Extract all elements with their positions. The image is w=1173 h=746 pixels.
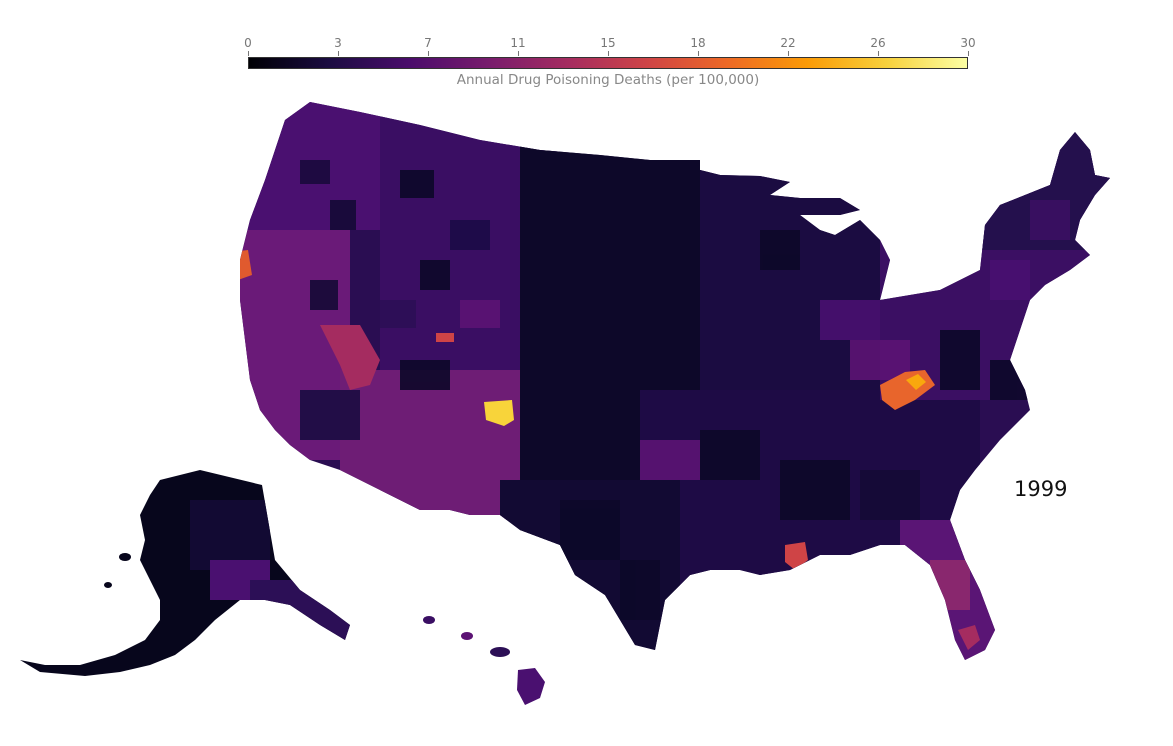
colorbar-tick-mark (878, 51, 879, 56)
alaska-map (20, 470, 350, 676)
alaska-interior (190, 500, 270, 570)
colorbar-title: Annual Drug Poisoning Deaths (per 100,00… (456, 72, 760, 88)
colorbar-tick-label: 30 (960, 36, 976, 50)
colorbar-tick-mark (788, 51, 789, 56)
hotspot-nevada (320, 325, 380, 390)
colorbar-tick-label: 0 (244, 36, 252, 50)
hotspot-louisiana (785, 542, 808, 570)
colorbar-tick-mark (248, 51, 249, 56)
colorbar-tick-label: 26 (870, 36, 886, 50)
alaska-panhandle (250, 580, 350, 640)
colorbar-tick-mark (338, 51, 339, 56)
colorbar-tick-label: 3 (334, 36, 342, 50)
hotspot-new-mexico (484, 400, 514, 426)
colorbar-tick-mark (698, 51, 699, 56)
hotspot-utah (436, 333, 454, 342)
alaska-island-2 (104, 582, 112, 588)
colorbar-tick-mark (608, 51, 609, 56)
hawaii-map (423, 616, 545, 705)
year-label: 1999 (1014, 477, 1068, 501)
colorbar-tick-label: 18 (690, 36, 706, 50)
colorbar-tick-label: 22 (780, 36, 796, 50)
hotspot-northern-california (240, 250, 252, 280)
colorbar-tick-mark (518, 51, 519, 56)
colorbar-gradient (248, 57, 968, 69)
hotspot-florida-south (958, 625, 980, 650)
hawaii-island-kauai (423, 616, 435, 624)
hawaii-island-big (517, 668, 545, 705)
county-texture (300, 160, 1070, 620)
conus-map (240, 102, 1110, 660)
colorbar-legend: 0 3 7 11 15 18 22 26 30 Annual Drug Poisoning De… (0, 0, 1173, 100)
colorbar-tick-mark (968, 51, 969, 56)
hotspot-appalachia-peak (906, 374, 926, 390)
colorbar-tick-label: 7 (424, 36, 432, 50)
colorbar-tick-label: 15 (600, 36, 616, 50)
colorbar-tick-label: 11 (510, 36, 526, 50)
hawaii-island-maui (490, 647, 510, 657)
alaska-outline (20, 470, 350, 676)
hawaii-island-oahu (461, 632, 473, 640)
alaska-island-1 (119, 553, 131, 561)
colorbar-tick-mark (428, 51, 429, 56)
